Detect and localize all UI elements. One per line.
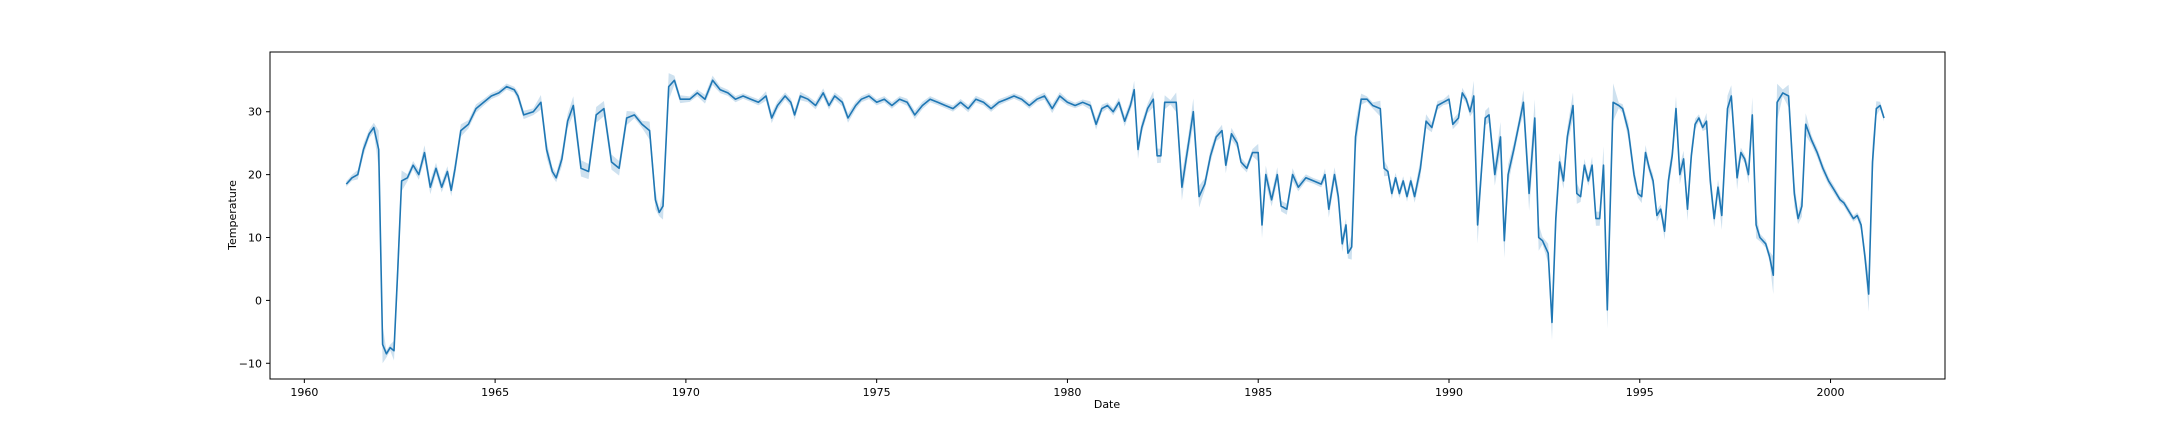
y-tick-label: 20 — [248, 169, 262, 182]
x-tick-label: 1985 — [1244, 386, 1272, 399]
x-tick-label: 1990 — [1435, 386, 1463, 399]
temperature-series-line — [345, 79, 1885, 355]
y-axis-label: Temperature — [226, 180, 239, 251]
x-tick-label: 1995 — [1626, 386, 1654, 399]
x-tick-label: 2000 — [1817, 386, 1845, 399]
series-line-layer — [345, 79, 1885, 355]
y-axis: −10 0 10 20 30 — [239, 106, 270, 370]
y-tick-label: 10 — [248, 232, 262, 245]
x-axis: 1960 1965 1970 1975 1980 1985 1990 1995 2000 — [290, 379, 1845, 399]
x-tick-label: 1980 — [1053, 386, 1081, 399]
x-tick-label: 1970 — [672, 386, 700, 399]
plot-frame — [269, 51, 1946, 380]
y-tick-label: −10 — [239, 357, 262, 370]
y-tick-label: 30 — [248, 106, 262, 119]
x-axis-label: Date — [1094, 398, 1121, 411]
y-tick-label: 0 — [255, 294, 262, 307]
x-tick-label: 1965 — [481, 386, 509, 399]
x-tick-label: 1960 — [290, 386, 318, 399]
x-tick-label: 1975 — [863, 386, 891, 399]
plot-area — [270, 52, 1945, 379]
